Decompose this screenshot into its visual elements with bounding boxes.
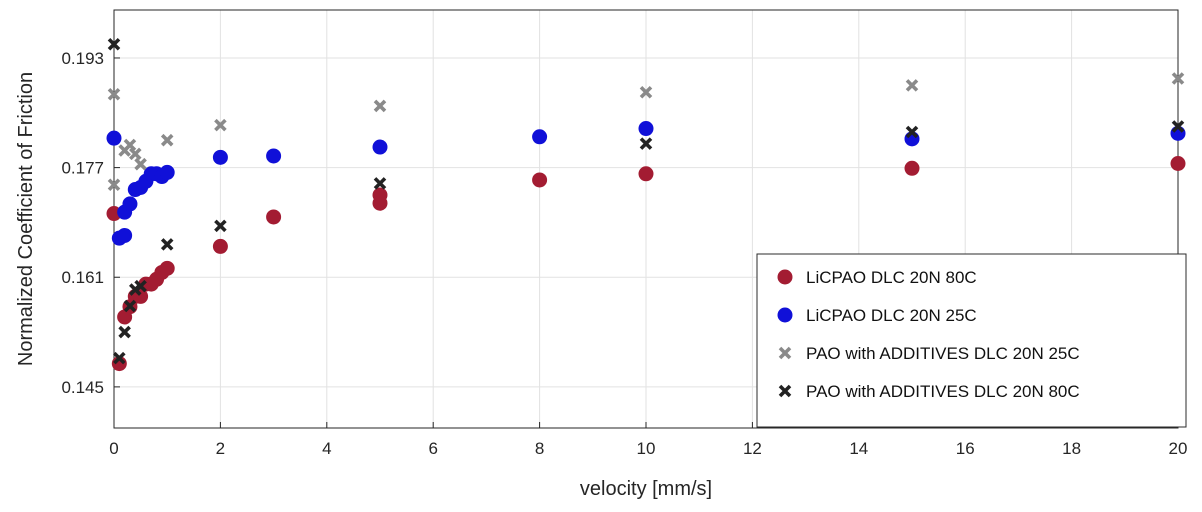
data-point-cross [639,137,653,150]
legend: LiCPAO DLC 20N 80C LiCPAO DLC 20N 25C PAO … [756,253,1187,428]
legend-marker-circle [777,307,793,323]
data-point-cross [905,125,919,139]
legend-label: PAO with ADDITIVES DLC 20N 80C [806,382,1080,401]
data-point-circle [266,148,282,164]
data-point-circle [904,160,920,176]
data-point-cross [123,299,137,313]
y-tick-label: 0.193 [61,49,104,68]
data-point-cross [639,85,653,99]
data-point-circle [159,260,175,276]
data-point-cross [373,177,387,190]
x-tick-label: 20 [1169,439,1188,458]
data-point-circle [122,196,138,212]
data-point-cross [160,238,174,251]
data-point-cross [214,219,227,233]
data-point-circle [372,139,388,155]
y-axis-label: Normalized Coefficient of Friction [15,72,37,366]
x-tick-label: 10 [637,439,656,458]
y-tick-label: 0.177 [61,159,104,178]
data-point-cross [905,79,919,92]
x-tick-label: 16 [956,439,975,458]
legend-label: LiCPAO DLC 20N 80C [806,268,977,287]
data-point-circle [106,130,122,146]
y-tick-label: 0.161 [61,268,104,287]
data-point-cross [1171,72,1185,85]
data-point-circle [638,166,654,182]
series-4 [107,37,1185,365]
data-point-cross [1171,120,1185,133]
data-point-circle [372,195,388,211]
data-point-cross [134,157,147,171]
data-point-cross [373,99,387,113]
data-point-cross [113,351,126,365]
data-point-cross [134,279,147,293]
data-point-cross [107,37,121,51]
series-3 [107,72,1185,192]
legend-item: LiCPAO DLC 20N 80C [777,268,977,287]
x-tick-label: 0 [109,439,118,458]
data-point-circle [117,227,133,243]
x-tick-label: 14 [849,439,868,458]
x-tick-label: 18 [1062,439,1081,458]
data-point-circle [212,149,228,165]
data-point-cross [214,118,227,132]
x-tick-label: 8 [535,439,544,458]
data-point-circle [159,164,175,180]
legend-item: PAO with ADDITIVES DLC 20N 80C [778,382,1080,401]
data-point-circle [532,129,548,145]
data-points [106,37,1186,372]
data-point-cross [123,138,137,152]
data-point-cross [160,133,174,147]
legend-marker-cross [778,346,792,360]
data-point-circle [266,209,282,225]
legend-box [756,253,1187,428]
ticks: 0 2 4 6 8 10 12 14 16 18 20 0.145 0.161 0.177 0.193 [61,49,1187,458]
x-tick-label: 2 [216,439,225,458]
data-point-circle [1170,155,1186,171]
data-point-circle [532,172,548,188]
data-point-cross [107,88,121,101]
legend-item: PAO with ADDITIVES DLC 20N 25C [778,344,1080,363]
series-2 [106,121,1186,246]
x-tick-label: 4 [322,439,331,458]
x-axis-label: velocity [mm/s] [580,478,712,500]
legend-label: LiCPAO DLC 20N 25C [806,306,977,325]
x-tick-label: 6 [428,439,437,458]
legend-label: PAO with ADDITIVES DLC 20N 25C [806,344,1080,363]
data-point-cross [129,147,142,161]
data-point-circle [638,121,654,137]
y-tick-label: 0.145 [61,378,104,397]
data-point-cross [107,178,121,192]
x-tick-label: 12 [743,439,762,458]
legend-item: LiCPAO DLC 20N 25C [777,306,977,325]
legend-marker-circle [777,269,793,285]
data-point-cross [118,325,131,339]
legend-marker-cross [778,384,792,398]
data-point-circle [212,238,228,254]
